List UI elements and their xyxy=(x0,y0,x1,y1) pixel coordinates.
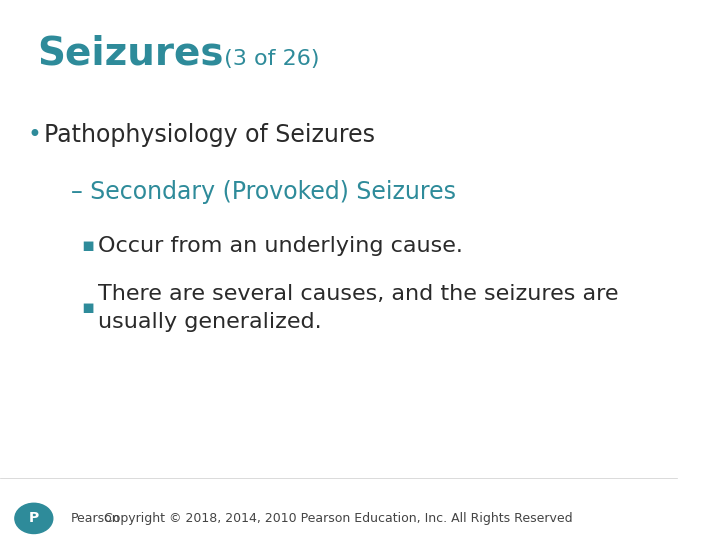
Text: – Secondary (Provoked) Seizures: – Secondary (Provoked) Seizures xyxy=(71,180,456,204)
Text: ▪: ▪ xyxy=(81,236,94,255)
Text: Pearson: Pearson xyxy=(71,512,121,525)
Circle shape xyxy=(15,503,53,534)
Text: Pathophysiology of Seizures: Pathophysiology of Seizures xyxy=(44,123,375,147)
Text: P: P xyxy=(29,511,39,525)
Text: •: • xyxy=(27,123,41,147)
Text: Seizures: Seizures xyxy=(37,35,224,73)
Text: There are several causes, and the seizures are
usually generalized.: There are several causes, and the seizur… xyxy=(98,284,618,332)
Text: (3 of 26): (3 of 26) xyxy=(217,49,319,69)
Text: Copyright © 2018, 2014, 2010 Pearson Education, Inc. All Rights Reserved: Copyright © 2018, 2014, 2010 Pearson Edu… xyxy=(104,512,572,525)
Text: ▪: ▪ xyxy=(81,298,94,318)
Text: Occur from an underlying cause.: Occur from an underlying cause. xyxy=(98,235,463,256)
